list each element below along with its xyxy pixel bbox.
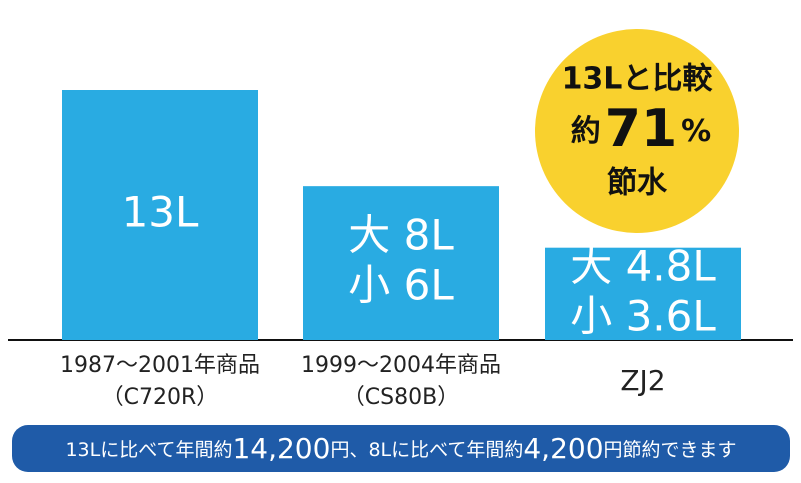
- badge-part: 71: [605, 99, 677, 159]
- badge-text: 約71%: [571, 99, 711, 159]
- bar-label: 大 4.8L: [570, 241, 716, 290]
- badge-text: 節水: [607, 166, 668, 201]
- bar: [303, 186, 499, 340]
- footer-text: 13Lに比べて年間約14,200円、8Lに比べて年間約4,200円節約できます: [65, 432, 736, 465]
- x-tick-label: 1987～2001年商品: [60, 353, 260, 378]
- badge: [535, 29, 739, 233]
- bar: [62, 90, 258, 340]
- footer-banner: [12, 425, 790, 472]
- footer-part: 13Lに比べて年間約: [65, 439, 232, 461]
- bar-label: 大 8L: [348, 211, 454, 260]
- footer-part: 4,200: [523, 432, 603, 465]
- bar-label: 小 3.6L: [570, 291, 716, 340]
- x-tick-note: （CS80B）: [343, 385, 459, 410]
- x-tick-label: ZJ2: [620, 364, 665, 397]
- bar-label: 小 6L: [348, 261, 454, 310]
- footer-part: 14,200: [232, 432, 330, 465]
- bar: [545, 247, 741, 340]
- bar-label: 13L: [122, 188, 199, 237]
- footer-part: 円節約できます: [604, 439, 737, 461]
- footer-part: 円、8Lに比べて年間約: [330, 439, 523, 461]
- badge-part: 約: [571, 114, 601, 149]
- x-tick-label: 1999～2004年商品: [301, 353, 501, 378]
- badge-text: 13Lと比較: [562, 62, 714, 97]
- x-tick-note: （C720R）: [102, 385, 219, 410]
- badge-part: %: [681, 114, 711, 149]
